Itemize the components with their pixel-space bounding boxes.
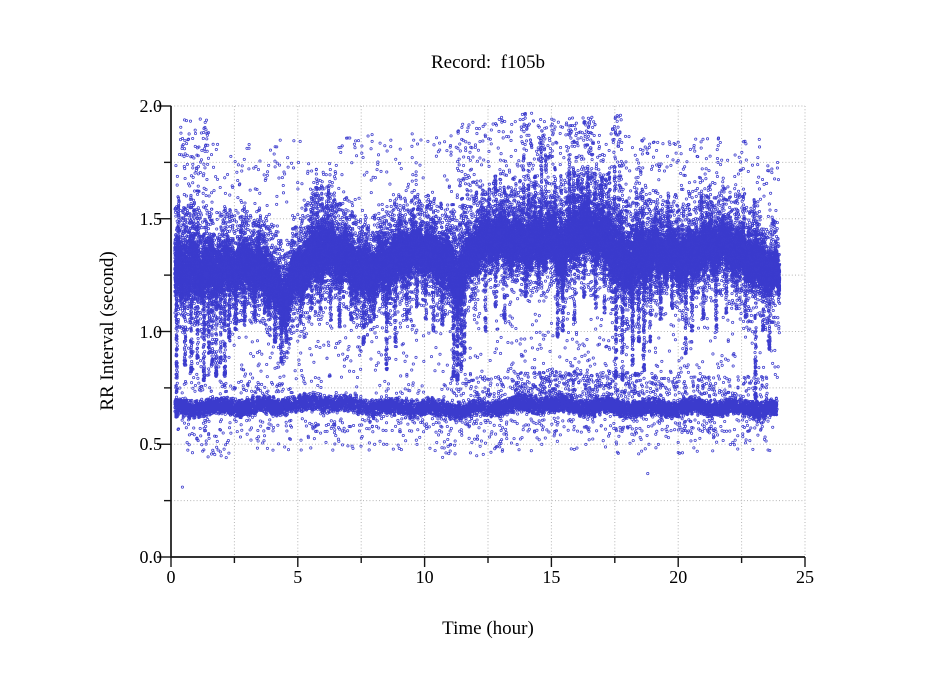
y-tick-label: 1.5 [139,208,163,229]
x-tick-label: 5 [293,567,303,587]
x-axis-title: Time (hour) [442,618,534,639]
x-tick-label: 0 [166,567,176,587]
y-tick-label: 2.0 [139,96,163,116]
x-tick-label: 20 [669,567,688,587]
y-tick-label: 0.0 [139,547,163,567]
x-tick-label: 15 [542,567,561,587]
x-tick-label: 25 [796,567,814,587]
chart-title: Record: f105b [431,52,545,73]
x-tick-label: 10 [415,567,434,587]
y-tick-label: 0.5 [139,434,163,455]
y-tick-label: 1.0 [139,321,163,342]
